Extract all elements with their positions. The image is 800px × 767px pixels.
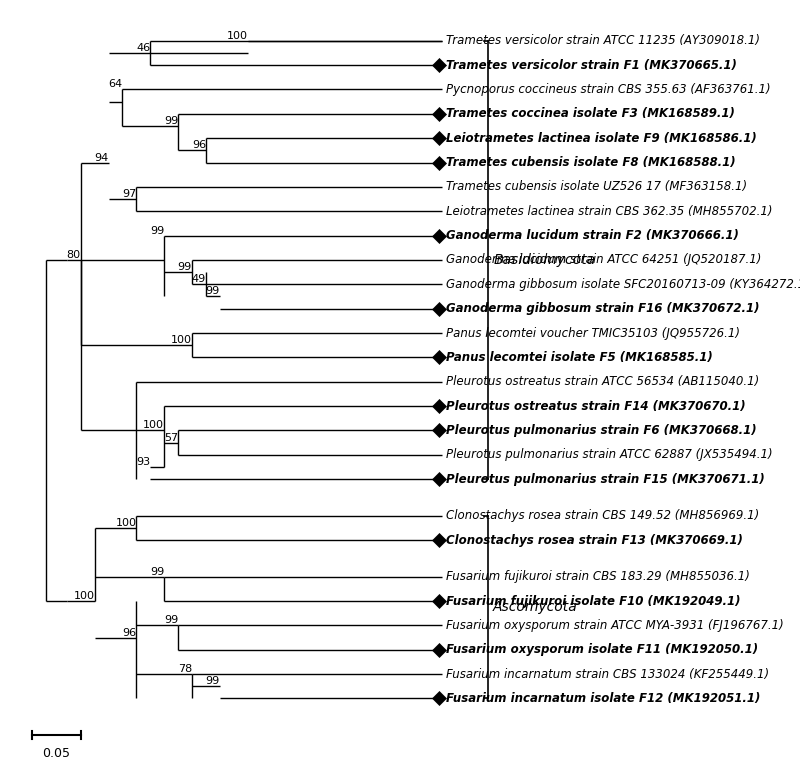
Text: Fusarium fujikuroi isolate F10 (MK192049.1): Fusarium fujikuroi isolate F10 (MK192049… bbox=[446, 594, 741, 607]
Text: Fusarium incarnatum strain CBS 133024 (KF255449.1): Fusarium incarnatum strain CBS 133024 (K… bbox=[446, 667, 769, 680]
Text: 94: 94 bbox=[94, 153, 109, 163]
Text: Trametes versicolor strain F1 (MK370665.1): Trametes versicolor strain F1 (MK370665.… bbox=[446, 58, 737, 71]
Text: Ganoderma lucidum strain ATCC 64251 (JQ520187.1): Ganoderma lucidum strain ATCC 64251 (JQ5… bbox=[446, 253, 762, 266]
Text: 99: 99 bbox=[206, 676, 220, 686]
Text: 78: 78 bbox=[178, 664, 192, 674]
Text: Trametes cubensis isolate UZ526 17 (MF363158.1): Trametes cubensis isolate UZ526 17 (MF36… bbox=[446, 180, 747, 193]
Text: Ganoderma gibbosum strain F16 (MK370672.1): Ganoderma gibbosum strain F16 (MK370672.… bbox=[446, 302, 759, 315]
Text: 96: 96 bbox=[122, 627, 136, 637]
Text: Trametes versicolor strain ATCC 11235 (AY309018.1): Trametes versicolor strain ATCC 11235 (A… bbox=[446, 35, 760, 48]
Text: 99: 99 bbox=[150, 567, 164, 577]
Text: 99: 99 bbox=[206, 287, 220, 297]
Text: 49: 49 bbox=[192, 275, 206, 285]
Text: 93: 93 bbox=[136, 457, 150, 467]
Text: 100: 100 bbox=[171, 335, 192, 345]
Text: Fusarium fujikuroi strain CBS 183.29 (MH855036.1): Fusarium fujikuroi strain CBS 183.29 (MH… bbox=[446, 570, 750, 583]
Text: 80: 80 bbox=[66, 250, 81, 260]
Text: 99: 99 bbox=[164, 615, 178, 625]
Text: 99: 99 bbox=[164, 116, 178, 126]
Text: Pleurotus pulmonarius strain F6 (MK370668.1): Pleurotus pulmonarius strain F6 (MK37066… bbox=[446, 424, 757, 437]
Text: Leiotrametes lactinea strain CBS 362.35 (MH855702.1): Leiotrametes lactinea strain CBS 362.35 … bbox=[446, 205, 773, 218]
Text: 100: 100 bbox=[74, 591, 94, 601]
Text: Clonostachys rosea strain F13 (MK370669.1): Clonostachys rosea strain F13 (MK370669.… bbox=[446, 534, 742, 547]
Text: Ganoderma lucidum strain F2 (MK370666.1): Ganoderma lucidum strain F2 (MK370666.1) bbox=[446, 229, 738, 242]
Text: Fusarium incarnatum isolate F12 (MK192051.1): Fusarium incarnatum isolate F12 (MK19205… bbox=[446, 692, 760, 705]
Text: Leiotrametes lactinea isolate F9 (MK168586.1): Leiotrametes lactinea isolate F9 (MK1685… bbox=[446, 132, 757, 145]
Text: Pycnoporus coccineus strain CBS 355.63 (AF363761.1): Pycnoporus coccineus strain CBS 355.63 (… bbox=[446, 83, 770, 96]
Text: 0.05: 0.05 bbox=[42, 747, 70, 760]
Text: Pleurotus pulmonarius strain F15 (MK370671.1): Pleurotus pulmonarius strain F15 (MK3706… bbox=[446, 472, 765, 486]
Text: Trametes coccinea isolate F3 (MK168589.1): Trametes coccinea isolate F3 (MK168589.1… bbox=[446, 107, 734, 120]
Text: Fusarium oxysporum isolate F11 (MK192050.1): Fusarium oxysporum isolate F11 (MK192050… bbox=[446, 644, 758, 657]
Text: Clonostachys rosea strain CBS 149.52 (MH856969.1): Clonostachys rosea strain CBS 149.52 (MH… bbox=[446, 509, 759, 522]
Text: Fusarium oxysporum strain ATCC MYA-3931 (FJ196767.1): Fusarium oxysporum strain ATCC MYA-3931 … bbox=[446, 619, 784, 632]
Text: 100: 100 bbox=[226, 31, 248, 41]
Text: 100: 100 bbox=[143, 420, 164, 430]
Text: Ganoderma gibbosum isolate SFC20160713-09 (KY364272.1): Ganoderma gibbosum isolate SFC20160713-0… bbox=[446, 278, 800, 291]
Text: 99: 99 bbox=[150, 225, 164, 235]
Text: Panus lecomtei isolate F5 (MK168585.1): Panus lecomtei isolate F5 (MK168585.1) bbox=[446, 351, 713, 364]
Text: Pleurotus ostreatus strain ATCC 56534 (AB115040.1): Pleurotus ostreatus strain ATCC 56534 (A… bbox=[446, 375, 759, 388]
Text: Trametes cubensis isolate F8 (MK168588.1): Trametes cubensis isolate F8 (MK168588.1… bbox=[446, 156, 735, 169]
Text: Ascomycota: Ascomycota bbox=[494, 600, 578, 614]
Text: 46: 46 bbox=[136, 43, 150, 53]
Text: 64: 64 bbox=[108, 80, 122, 90]
Text: 100: 100 bbox=[115, 518, 136, 528]
Text: Pleurotus pulmonarius strain ATCC 62887 (JX535494.1): Pleurotus pulmonarius strain ATCC 62887 … bbox=[446, 449, 773, 461]
Text: 99: 99 bbox=[178, 262, 192, 272]
Text: 96: 96 bbox=[192, 140, 206, 150]
Text: Basidiomycota: Basidiomycota bbox=[494, 253, 595, 267]
Text: 97: 97 bbox=[122, 189, 136, 199]
Text: Pleurotus ostreatus strain F14 (MK370670.1): Pleurotus ostreatus strain F14 (MK370670… bbox=[446, 400, 746, 413]
Text: Panus lecomtei voucher TMIC35103 (JQ955726.1): Panus lecomtei voucher TMIC35103 (JQ9557… bbox=[446, 327, 740, 340]
Text: 57: 57 bbox=[164, 433, 178, 443]
